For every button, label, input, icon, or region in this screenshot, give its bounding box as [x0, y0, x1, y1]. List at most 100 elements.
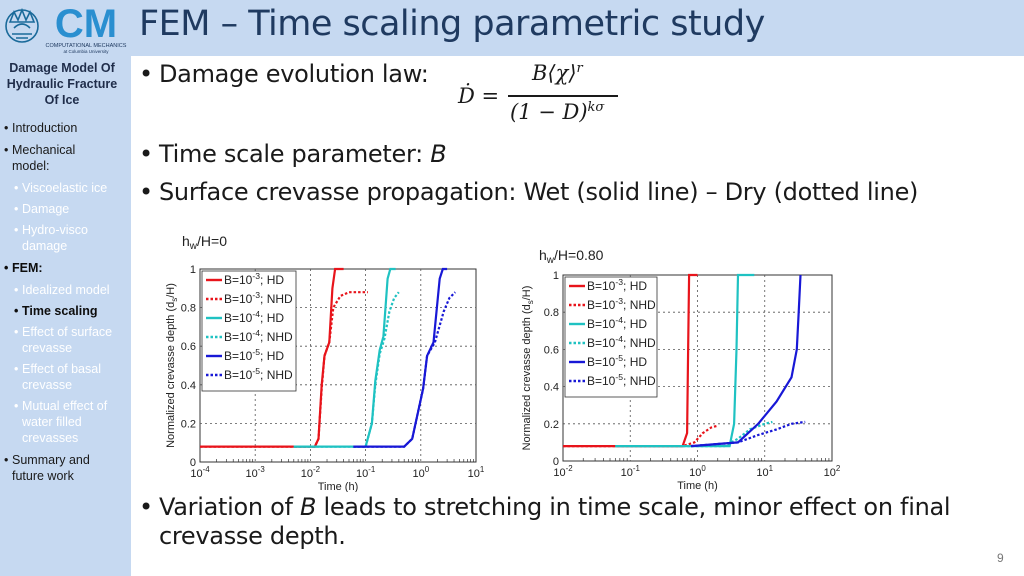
- bullet-variation-pre: Variation of: [159, 493, 300, 521]
- bullet-damage-law-text: Damage evolution law:: [159, 60, 429, 88]
- series-line: [293, 267, 396, 448]
- sidebar: Damage Model Of Hydraulic Fracture Of Ic…: [0, 56, 131, 576]
- sidebar-item: crevasse: [14, 377, 72, 393]
- bullet-dot: •: [14, 223, 19, 237]
- legend-entry: B=10-4; NHD: [587, 334, 656, 350]
- sidebar-item[interactable]: • Mechanical: [4, 142, 75, 158]
- bullet-dot: •: [14, 325, 19, 339]
- sidebar-item[interactable]: • Damage: [14, 201, 69, 217]
- sidebar-item-label: crevasse: [22, 341, 73, 355]
- sidebar-item[interactable]: • Mutual effect of: [14, 398, 107, 414]
- series-line: [353, 291, 456, 448]
- bullet-time-scale-var: B: [430, 140, 447, 168]
- equation-numerator: B⟨χ⟩r: [532, 61, 583, 85]
- sidebar-item-label: Damage: [22, 202, 70, 216]
- sidebar-item-label: Effect of surface: [22, 325, 113, 339]
- sidebar-item[interactable]: • Idealized model: [14, 282, 110, 298]
- sidebar-title-line: Hydraulic Fracture: [6, 77, 118, 91]
- bullet-time-scale-text: Time scale parameter:: [159, 140, 431, 168]
- legend-box: [564, 276, 658, 398]
- series-line: [615, 420, 773, 448]
- bullet-surface-crevasse: • Surface crevasse propagation: Wet (soli…: [139, 178, 919, 206]
- bullet-dot: •: [14, 283, 19, 297]
- y-tick-label: 0.4: [181, 380, 196, 392]
- sidebar-item[interactable]: • FEM:: [4, 260, 43, 276]
- sidebar-item: crevasse: [14, 340, 72, 356]
- x-tick-label: 101: [468, 465, 485, 480]
- x-tick-label: 10-1: [621, 464, 641, 479]
- equation-lhs: Ḋ =: [458, 84, 500, 108]
- y-tick-label: 0.2: [544, 419, 559, 431]
- equation-numerator-sup: r: [576, 61, 583, 76]
- sidebar-item-label: future work: [12, 469, 74, 483]
- sidebar-item: crevasses: [14, 430, 78, 446]
- y-tick-label: 1: [553, 270, 559, 282]
- chart-legend: B=10-3; HD B=10-3; NHD B=10-4; HD B=10-4; N…: [564, 276, 658, 398]
- bullet-dot: •: [4, 261, 9, 275]
- sidebar-item-label: Time scaling: [22, 304, 98, 318]
- chart-hw080: hw/H=0.80 10-2 10-1 100 101 102 0 0.2 0.4 0.6 0.8 1…: [521, 247, 841, 492]
- bullet-dot: •: [14, 202, 19, 216]
- x-axis-label: Time (h): [677, 480, 718, 492]
- sidebar-item[interactable]: • Effect of basal: [14, 361, 101, 377]
- x-tick-label: 10-4: [190, 465, 210, 480]
- bullet-dot: •: [14, 362, 19, 376]
- sidebar-item-label: Mechanical: [12, 143, 76, 157]
- series-line: [200, 291, 368, 448]
- x-tick-label: 100: [689, 464, 706, 479]
- legend-entry: B=10-4; HD: [587, 315, 647, 331]
- legend-box: [201, 270, 297, 392]
- x-tick-label: 100: [412, 465, 429, 480]
- crown-seal-icon: CM COMPUTATIONAL MECHANICS at Columbia U…: [5, 2, 127, 54]
- sidebar-item[interactable]: • Effect of surface: [14, 324, 112, 340]
- fraction-bar: [508, 95, 618, 97]
- sidebar-item-label: crevasses: [22, 431, 79, 445]
- bullet-dot: •: [4, 121, 9, 135]
- series-line: [690, 274, 802, 448]
- sidebar-item-label: Viscoelastic ice: [22, 181, 108, 195]
- legend-entry: B=10-3; NHD: [587, 296, 656, 312]
- y-tick-label: 0: [553, 456, 559, 468]
- bullet-variation-post: leads to stretching in time scale, minor…: [316, 493, 951, 521]
- x-tick-label: 102: [824, 464, 841, 479]
- sidebar-item-label: Idealized model: [22, 283, 110, 297]
- equation-denominator: (1 − D)kσ: [510, 100, 604, 124]
- x-tick-label: 10-3: [246, 465, 266, 480]
- sidebar-item[interactable]: • Viscoelastic ice: [14, 180, 107, 196]
- legend-entry: B=10-5; HD: [224, 347, 284, 363]
- x-tick-label: 10-2: [553, 464, 572, 479]
- bullet-dot: •: [14, 181, 19, 195]
- equation-numerator-text: B⟨χ⟩: [532, 61, 577, 85]
- bullet-time-scale: • Time scale parameter: B: [139, 140, 447, 168]
- sidebar-item: water filled: [14, 414, 82, 430]
- x-tick-label: 10-1: [356, 465, 376, 480]
- legend-entry: B=10-4; NHD: [224, 328, 293, 344]
- x-tick-label: 101: [756, 464, 773, 479]
- bullet-variation: • Variation of B leads to stretching in t…: [139, 493, 951, 521]
- sidebar-item[interactable]: • Summary and: [4, 452, 90, 468]
- sidebar-item[interactable]: • Introduction: [4, 120, 77, 136]
- sidebar-item: future work: [4, 468, 74, 484]
- logo-sub2: at Columbia University: [63, 49, 109, 54]
- y-tick-label: 0.8: [181, 303, 196, 315]
- cm-logo: CM COMPUTATIONAL MECHANICS at Columbia U…: [0, 0, 131, 56]
- x-tick-label: 10-2: [301, 465, 320, 480]
- bullet-dot: •: [4, 143, 9, 157]
- chart-hw0: hw/H=0 10-4 10-3 10-2 10-1 100 101 0 0.2 0.4 0.6 0.…: [165, 233, 485, 492]
- sidebar-item-label: Summary and: [12, 453, 90, 467]
- sidebar-item-label: water filled: [22, 415, 82, 429]
- chart-title: hw/H=0.80: [539, 247, 604, 266]
- sidebar-item[interactable]: • Hydro-visco: [14, 222, 88, 238]
- sidebar-item[interactable]: • Time scaling: [14, 303, 98, 319]
- bullet-variation-line2: crevasse depth.: [159, 522, 346, 550]
- series-line: [690, 420, 806, 448]
- y-axis-label: Normalized crevasse depth (ds/H): [165, 283, 179, 448]
- sidebar-item-label: FEM:: [12, 261, 43, 275]
- x-axis-label: Time (h): [318, 481, 359, 492]
- bullet-surface-crevasse-text: Surface crevasse propagation: Wet (solid…: [159, 178, 919, 206]
- equation-denominator-sup: kσ: [587, 100, 605, 115]
- y-tick-label: 0.6: [181, 341, 196, 353]
- slide-title: FEM – Time scaling parametric study: [139, 4, 765, 44]
- legend-entry: B=10-3; HD: [224, 271, 284, 287]
- y-axis-label: Normalized crevasse depth (ds/H): [521, 286, 535, 451]
